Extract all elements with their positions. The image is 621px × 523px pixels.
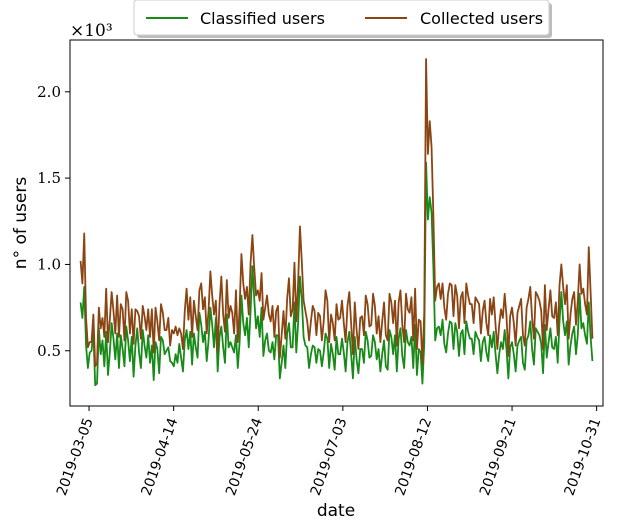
series-line-collected: [79, 58, 594, 368]
y-axis-label: n° of users: [11, 177, 31, 270]
x-ticks: 2019-03-05 2019-04-14 2019-05-24 2019-07-03…: [54, 406, 604, 498]
y-tick-label: 1.5: [37, 169, 61, 187]
y-multiplier: ×10³: [70, 21, 113, 41]
series-layer: [79, 58, 594, 387]
series-line-classified: [79, 161, 594, 387]
x-tick-label: 2019-03-05: [54, 416, 97, 498]
y-tick-label: 0.5: [37, 342, 61, 360]
legend-label-classified: Classified users: [200, 9, 325, 28]
legend-box: [133, 0, 550, 36]
legend: Classified users Collected users: [133, 0, 552, 38]
y-tick-label: 2.0: [37, 83, 61, 101]
x-tick-label: 2019-07-03: [308, 416, 351, 498]
y-ticks: 0.5 1.0 1.5 2.0: [37, 83, 70, 360]
x-tick-label: 2019-09-21: [477, 416, 520, 498]
x-tick-label: 2019-04-14: [139, 416, 182, 498]
legend-label-collected: Collected users: [420, 9, 543, 28]
x-tick-label: 2019-08-12: [392, 416, 435, 498]
y-tick-label: 1.0: [37, 255, 61, 273]
x-axis-label: date: [317, 501, 355, 521]
x-tick-label: 2019-05-24: [223, 416, 266, 498]
x-tick-label: 2019-10-31: [562, 416, 605, 498]
